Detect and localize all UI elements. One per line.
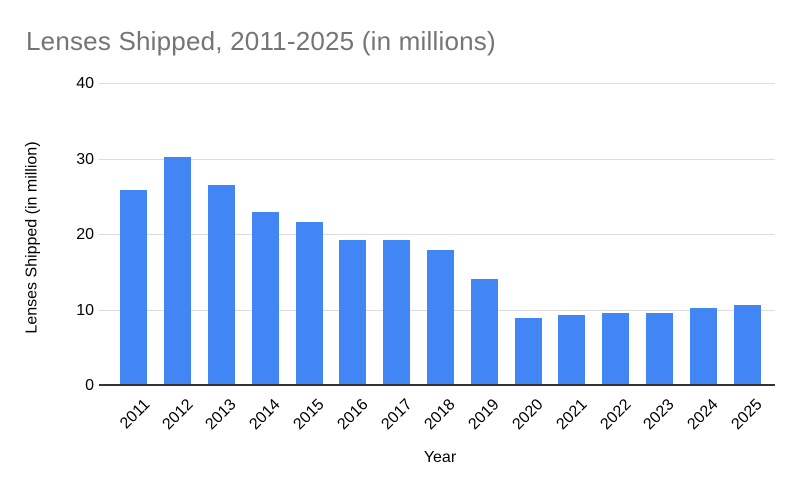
chart-title: Lenses Shipped, 2011-2025 (in millions) xyxy=(26,26,496,56)
bar-2015 xyxy=(296,222,323,385)
x-tick-label-2011: 2011 xyxy=(116,396,154,433)
x-tick-label-2013: 2013 xyxy=(202,396,241,434)
x-tick-label-2021: 2021 xyxy=(553,396,592,434)
bar-2011 xyxy=(120,190,147,385)
bar-2014 xyxy=(252,212,279,385)
x-tick-label-2017: 2017 xyxy=(378,396,417,434)
x-tick-label-2022: 2022 xyxy=(597,396,636,434)
bar-2018 xyxy=(427,250,454,385)
x-axis-title: Year xyxy=(423,449,457,466)
bar-2023 xyxy=(646,313,673,385)
x-tick-label-2012: 2012 xyxy=(159,396,198,434)
y-tick-label-20: 20 xyxy=(76,226,94,243)
x-tick-label-2024: 2024 xyxy=(684,396,723,434)
bar-2021 xyxy=(558,315,585,385)
x-tick-label-2016: 2016 xyxy=(334,396,373,434)
bar-2022 xyxy=(602,313,629,385)
x-tick-label-2014: 2014 xyxy=(246,396,285,434)
y-axis-title: Lenses Shipped (in million) xyxy=(23,141,41,334)
bar-2020 xyxy=(515,318,542,385)
y-tick-label-0: 0 xyxy=(85,377,94,394)
x-tick-label-2023: 2023 xyxy=(640,396,679,434)
bar-2013 xyxy=(208,185,235,385)
gridline-30 xyxy=(99,159,775,160)
gridline-40 xyxy=(99,83,775,84)
y-tick-label-10: 10 xyxy=(76,302,94,319)
y-tick-label-40: 40 xyxy=(76,75,94,92)
x-tick-label-2019: 2019 xyxy=(465,396,504,434)
bar-2019 xyxy=(471,279,498,385)
x-axis-line xyxy=(99,384,775,386)
gridline-20 xyxy=(99,234,775,235)
bar-2024 xyxy=(690,308,717,385)
bar-2012 xyxy=(164,157,191,385)
bar-2025 xyxy=(734,305,761,385)
y-tick-label-30: 30 xyxy=(76,151,94,168)
x-tick-label-2020: 2020 xyxy=(509,396,548,434)
x-tick-label-2025: 2025 xyxy=(728,396,767,434)
x-tick-label-2018: 2018 xyxy=(421,396,460,434)
bar-2016 xyxy=(339,240,366,385)
bar-2017 xyxy=(383,240,410,385)
x-tick-label-2015: 2015 xyxy=(290,396,329,434)
